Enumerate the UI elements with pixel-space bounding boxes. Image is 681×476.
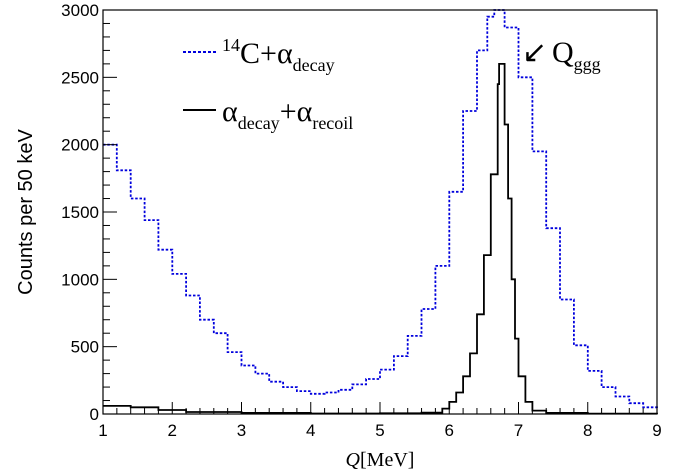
x-axis-title: Q[MeV] [346,449,415,471]
legend-sub-2: recoil [312,113,353,133]
y-tick-label: 0 [90,405,99,424]
y-axis-title: Counts per 50 keV [15,129,37,295]
legend-greek-1: α [222,95,238,128]
legend-main: C+ [240,37,277,70]
q-annotation: ↙ Qggg [522,36,601,74]
x-tick-label: 1 [98,421,107,440]
x-tick-label: 2 [168,421,177,440]
legend-plus: + [280,95,297,128]
x-tick-label: 7 [514,421,523,440]
x-tick-label: 6 [445,421,454,440]
x-axis-title-units: [MeV] [360,449,414,471]
legend-label-series-1: 14C+αdecay [222,35,335,75]
y-tick-label: 2000 [61,136,99,155]
annotation-main: Q [552,36,574,69]
legend-sup: 14 [222,35,240,55]
x-tick-label: 9 [652,421,661,440]
annotation-sub: ggg [574,54,601,74]
y-tick-label: 500 [71,338,99,357]
y-tick-label: 1500 [61,203,99,222]
y-tick-label: 2500 [61,68,99,87]
legend-sub: decay [293,55,335,75]
series-line-1 [103,9,658,409]
legend: 14C+αdecay αdecay+αrecoil [183,35,353,133]
x-tick-label: 4 [306,421,315,440]
x-tick-label: 3 [237,421,246,440]
axis-ticks: 1 2 3 4 5 6 7 8 9 0 500 1000 1500 2000 2500 3000 [61,1,662,440]
legend-greek: α [277,37,293,70]
annotation-label: Qggg [552,36,601,74]
x-tick-label: 5 [375,421,384,440]
y-tick-label: 1000 [61,270,99,289]
legend-sub-1: decay [238,113,280,133]
legend-label-series-2: αdecay+αrecoil [222,95,353,133]
annotation-arrow: ↙ [522,36,547,69]
legend-greek-2: α [297,95,313,128]
x-tick-label: 8 [583,421,592,440]
series-line-2 [103,63,658,415]
y-tick-label: 3000 [61,1,99,20]
x-axis-title-italic: Q [346,449,361,471]
